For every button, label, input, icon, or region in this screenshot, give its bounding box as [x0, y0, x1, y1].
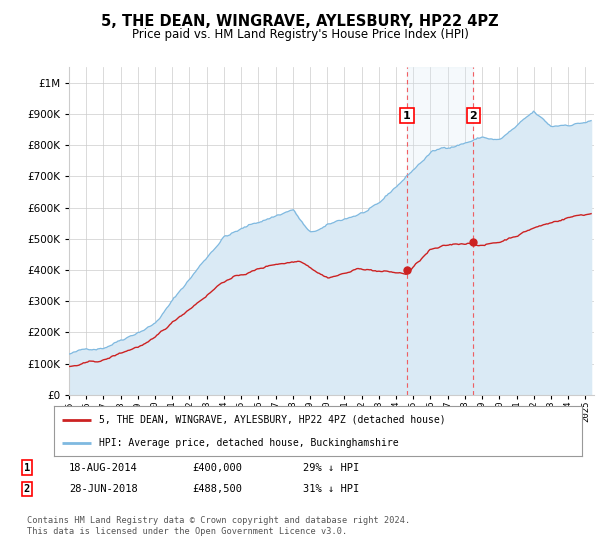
- Text: 2: 2: [24, 484, 30, 494]
- Text: 1: 1: [24, 463, 30, 473]
- Text: Contains HM Land Registry data © Crown copyright and database right 2024.
This d: Contains HM Land Registry data © Crown c…: [27, 516, 410, 536]
- Text: 2: 2: [469, 110, 477, 120]
- Text: 5, THE DEAN, WINGRAVE, AYLESBURY, HP22 4PZ (detached house): 5, THE DEAN, WINGRAVE, AYLESBURY, HP22 4…: [99, 414, 446, 424]
- Text: HPI: Average price, detached house, Buckinghamshire: HPI: Average price, detached house, Buck…: [99, 438, 398, 448]
- Text: 1: 1: [403, 110, 411, 120]
- Text: 5, THE DEAN, WINGRAVE, AYLESBURY, HP22 4PZ: 5, THE DEAN, WINGRAVE, AYLESBURY, HP22 4…: [101, 14, 499, 29]
- Text: Price paid vs. HM Land Registry's House Price Index (HPI): Price paid vs. HM Land Registry's House …: [131, 28, 469, 41]
- Text: 18-AUG-2014: 18-AUG-2014: [69, 463, 138, 473]
- Text: £400,000: £400,000: [192, 463, 242, 473]
- Text: 28-JUN-2018: 28-JUN-2018: [69, 484, 138, 494]
- Text: 31% ↓ HPI: 31% ↓ HPI: [303, 484, 359, 494]
- Bar: [407, 67, 473, 395]
- Text: 29% ↓ HPI: 29% ↓ HPI: [303, 463, 359, 473]
- Text: £488,500: £488,500: [192, 484, 242, 494]
